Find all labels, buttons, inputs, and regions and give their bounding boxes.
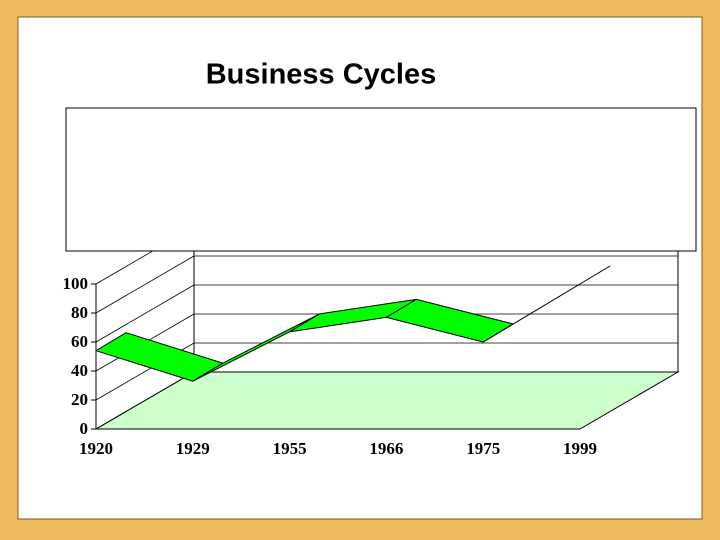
y-tick-label: 20 [71, 390, 88, 409]
chart-title: Business Cycles [206, 59, 437, 91]
slide-panel [17, 16, 703, 520]
y-tick-label: 0 [80, 419, 89, 438]
grid-line [95, 255, 195, 314]
floor [94, 371, 680, 430]
x-tick-label: 1975 [466, 439, 500, 458]
text-box [65, 107, 697, 252]
grid-line [95, 371, 195, 430]
y-tick-label: 80 [71, 303, 88, 322]
x-tick-label: 1955 [273, 439, 307, 458]
chart: 0 20 40 60 80 100 1920 1929 1955 1966 1975 1999 [63, 226, 680, 458]
y-tick-label: 100 [63, 274, 89, 293]
y-tick-label: 40 [71, 361, 88, 380]
x-tick-label: 1929 [176, 439, 210, 458]
x-tick-label: 1966 [369, 439, 403, 458]
y-tick-label: 60 [71, 332, 88, 351]
x-tick-label: 1920 [79, 439, 113, 458]
grid-line [95, 284, 195, 343]
ribbon-segment [482, 265, 611, 343]
x-tick-label: 1999 [563, 439, 597, 458]
